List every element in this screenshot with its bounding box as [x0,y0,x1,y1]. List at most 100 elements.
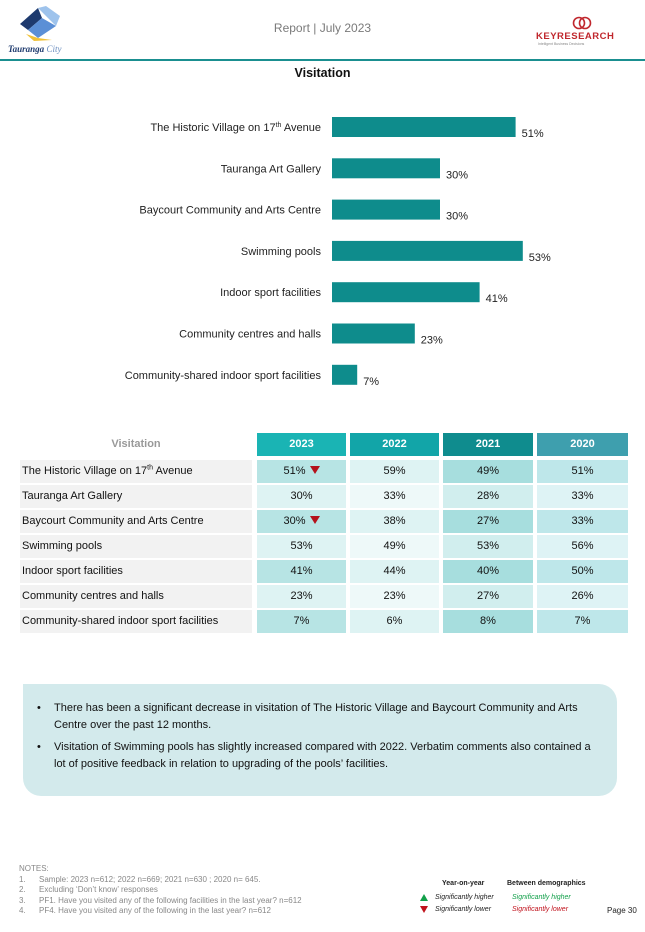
row-label: The Historic Village on 17th Avenue [20,460,252,483]
category-label-3: Swimming pools [241,246,322,258]
cell-2023: 51% [257,460,346,483]
cell-2020: 7% [537,610,628,633]
note-number: 4. [19,906,26,915]
cell-2020: 50% [537,560,628,583]
cell-2023: 30% [257,485,346,508]
bar-2 [332,199,440,220]
note-number: 3. [19,895,26,905]
row-label: Tauranga Art Gallery [20,485,252,508]
bar-5 [332,323,415,344]
cell-2022: 44% [350,560,439,583]
note-number: 2. [19,885,26,894]
table-row: Tauranga Art Gallery 30% 33% 28% 33% [20,485,628,508]
table-header-year-2022: 2022 [350,433,439,456]
cell-2021: 40% [443,560,533,583]
section-title: Visitation [294,66,351,80]
commentary-bullet-0: There has been a significant decrease in… [37,700,599,734]
value-label-4: 41% [486,293,508,305]
cell-2020: 26% [537,585,628,608]
value-label-2: 30% [446,211,468,223]
bar-6 [332,364,358,385]
bar-1 [332,158,440,179]
commentary-bullet-1: Visitation of Swimming pools has slightl… [37,739,599,773]
legend-between-demographics: Between demographics [507,880,586,887]
table-row: Indoor sport facilities 41% 44% 40% 50% [20,560,628,583]
legend-year-on-year: Year-on-year [442,880,485,887]
cell-2022: 38% [350,510,439,533]
cell-2023: 41% [257,560,346,583]
cell-2023: 53% [257,535,346,558]
table-header-year-2023: 2023 [257,433,346,456]
commentary-box: There has been a significant decrease in… [23,684,617,796]
table-row: Community centres and halls 23% 23% 27% 26% [20,585,628,608]
cell-2022: 59% [350,460,439,483]
note-number: 1. [19,874,26,884]
note-text: Excluding ‘Don’t know’ responses [39,885,158,894]
logo-tagline: Intelligent Business Decisions [538,42,585,46]
category-label-5: Community centres and halls [179,329,321,341]
row-label: Swimming pools [20,535,252,558]
note-item-3: 3. PF1. Have you visited any of the follo… [19,896,379,907]
cell-2021: 53% [443,535,533,558]
cell-2020: 33% [537,510,628,533]
logo-city-suffix: City [46,44,62,54]
cell-2023: 30% [257,510,346,533]
category-label-6: Community-shared indoor sport facilities [125,370,322,382]
cell-2020: 56% [537,535,628,558]
legend-yoy-higher: Significantly higher [435,894,494,901]
cell-2021: 27% [443,510,533,533]
cell-2020: 51% [537,460,628,483]
arrow-up-icon [420,894,428,901]
cell-2022: 49% [350,535,439,558]
visitation-bar-chart: The Historic Village on 17th Avenue 51% Ta… [0,100,645,400]
legend-demo-higher: Significantly higher [512,894,571,901]
tauranga-city-logo: Tauranga City [8,6,78,54]
cell-2021: 28% [443,485,533,508]
table-header-year-2021: 2021 [443,433,533,456]
row-label: Community centres and halls [20,585,252,608]
table-row: Community-shared indoor sport facilities… [20,610,628,633]
significance-legend: Year-on-year Between demographics Signif… [418,880,598,920]
keyresearch-logo: KEYRESEARCH Intelligent Business Decisio… [536,16,628,48]
cell-2022: 33% [350,485,439,508]
report-title: Report | July 2023 [273,21,372,35]
arrow-down-icon [420,906,428,913]
keyresearch-logo-icon [572,16,592,30]
bar-3 [332,240,523,261]
significant-decrease-icon [309,516,320,525]
page-number: Page 30 [607,906,637,915]
value-label-3: 53% [529,252,551,264]
bar-0 [332,117,516,137]
cell-2022: 6% [350,610,439,633]
cell-2021: 8% [443,610,533,633]
cell-2022: 23% [350,585,439,608]
cell-2020: 33% [537,485,628,508]
note-text: PF1. Have you visited any of the followi… [39,895,302,905]
row-label: Baycourt Community and Arts Centre [20,510,252,533]
note-text: Sample: 2023 n=612; 2022 n=669; 2021 n=6… [39,874,261,884]
note-item-4: 4. PF4. Have you visited any of the follo… [19,906,379,917]
legend-yoy-lower: Significantly lower [435,906,492,913]
row-label: Community-shared indoor sport facilities [20,610,252,633]
cell-2021: 27% [443,585,533,608]
category-label-2: Baycourt Community and Arts Centre [139,205,321,217]
bar-4 [332,282,480,303]
chart-canvas: The Historic Village on 17th Avenue 51% Ta… [125,117,551,388]
notes-heading: NOTES: [19,864,49,873]
notes-section: NOTES: 1. Sample: 2023 n=612; 2022 n=669;… [19,864,379,917]
table-row: The Historic Village on 17th Avenue 51% 59… [20,460,628,483]
cell-2021: 49% [443,460,533,483]
value-label-0: 51% [522,128,544,140]
value-label-1: 30% [446,169,468,181]
category-label-0: The Historic Village on 17th Avenue [150,122,321,134]
legend-demo-lower: Significantly lower [512,906,569,913]
tauranga-logo-icon [20,6,60,41]
value-label-6: 7% [363,376,379,388]
note-item-1: 1. Sample: 2023 n=612; 2022 n=669; 2021 n… [19,875,379,886]
significant-decrease-icon [309,466,320,475]
value-label-5: 23% [421,335,443,347]
note-text: PF4. Have you visited any of the followi… [39,906,271,915]
cell-2023: 7% [257,610,346,633]
logo-brand-name: KEYRESEARCH [536,31,615,42]
logo-city-name: Tauranga [8,44,45,54]
